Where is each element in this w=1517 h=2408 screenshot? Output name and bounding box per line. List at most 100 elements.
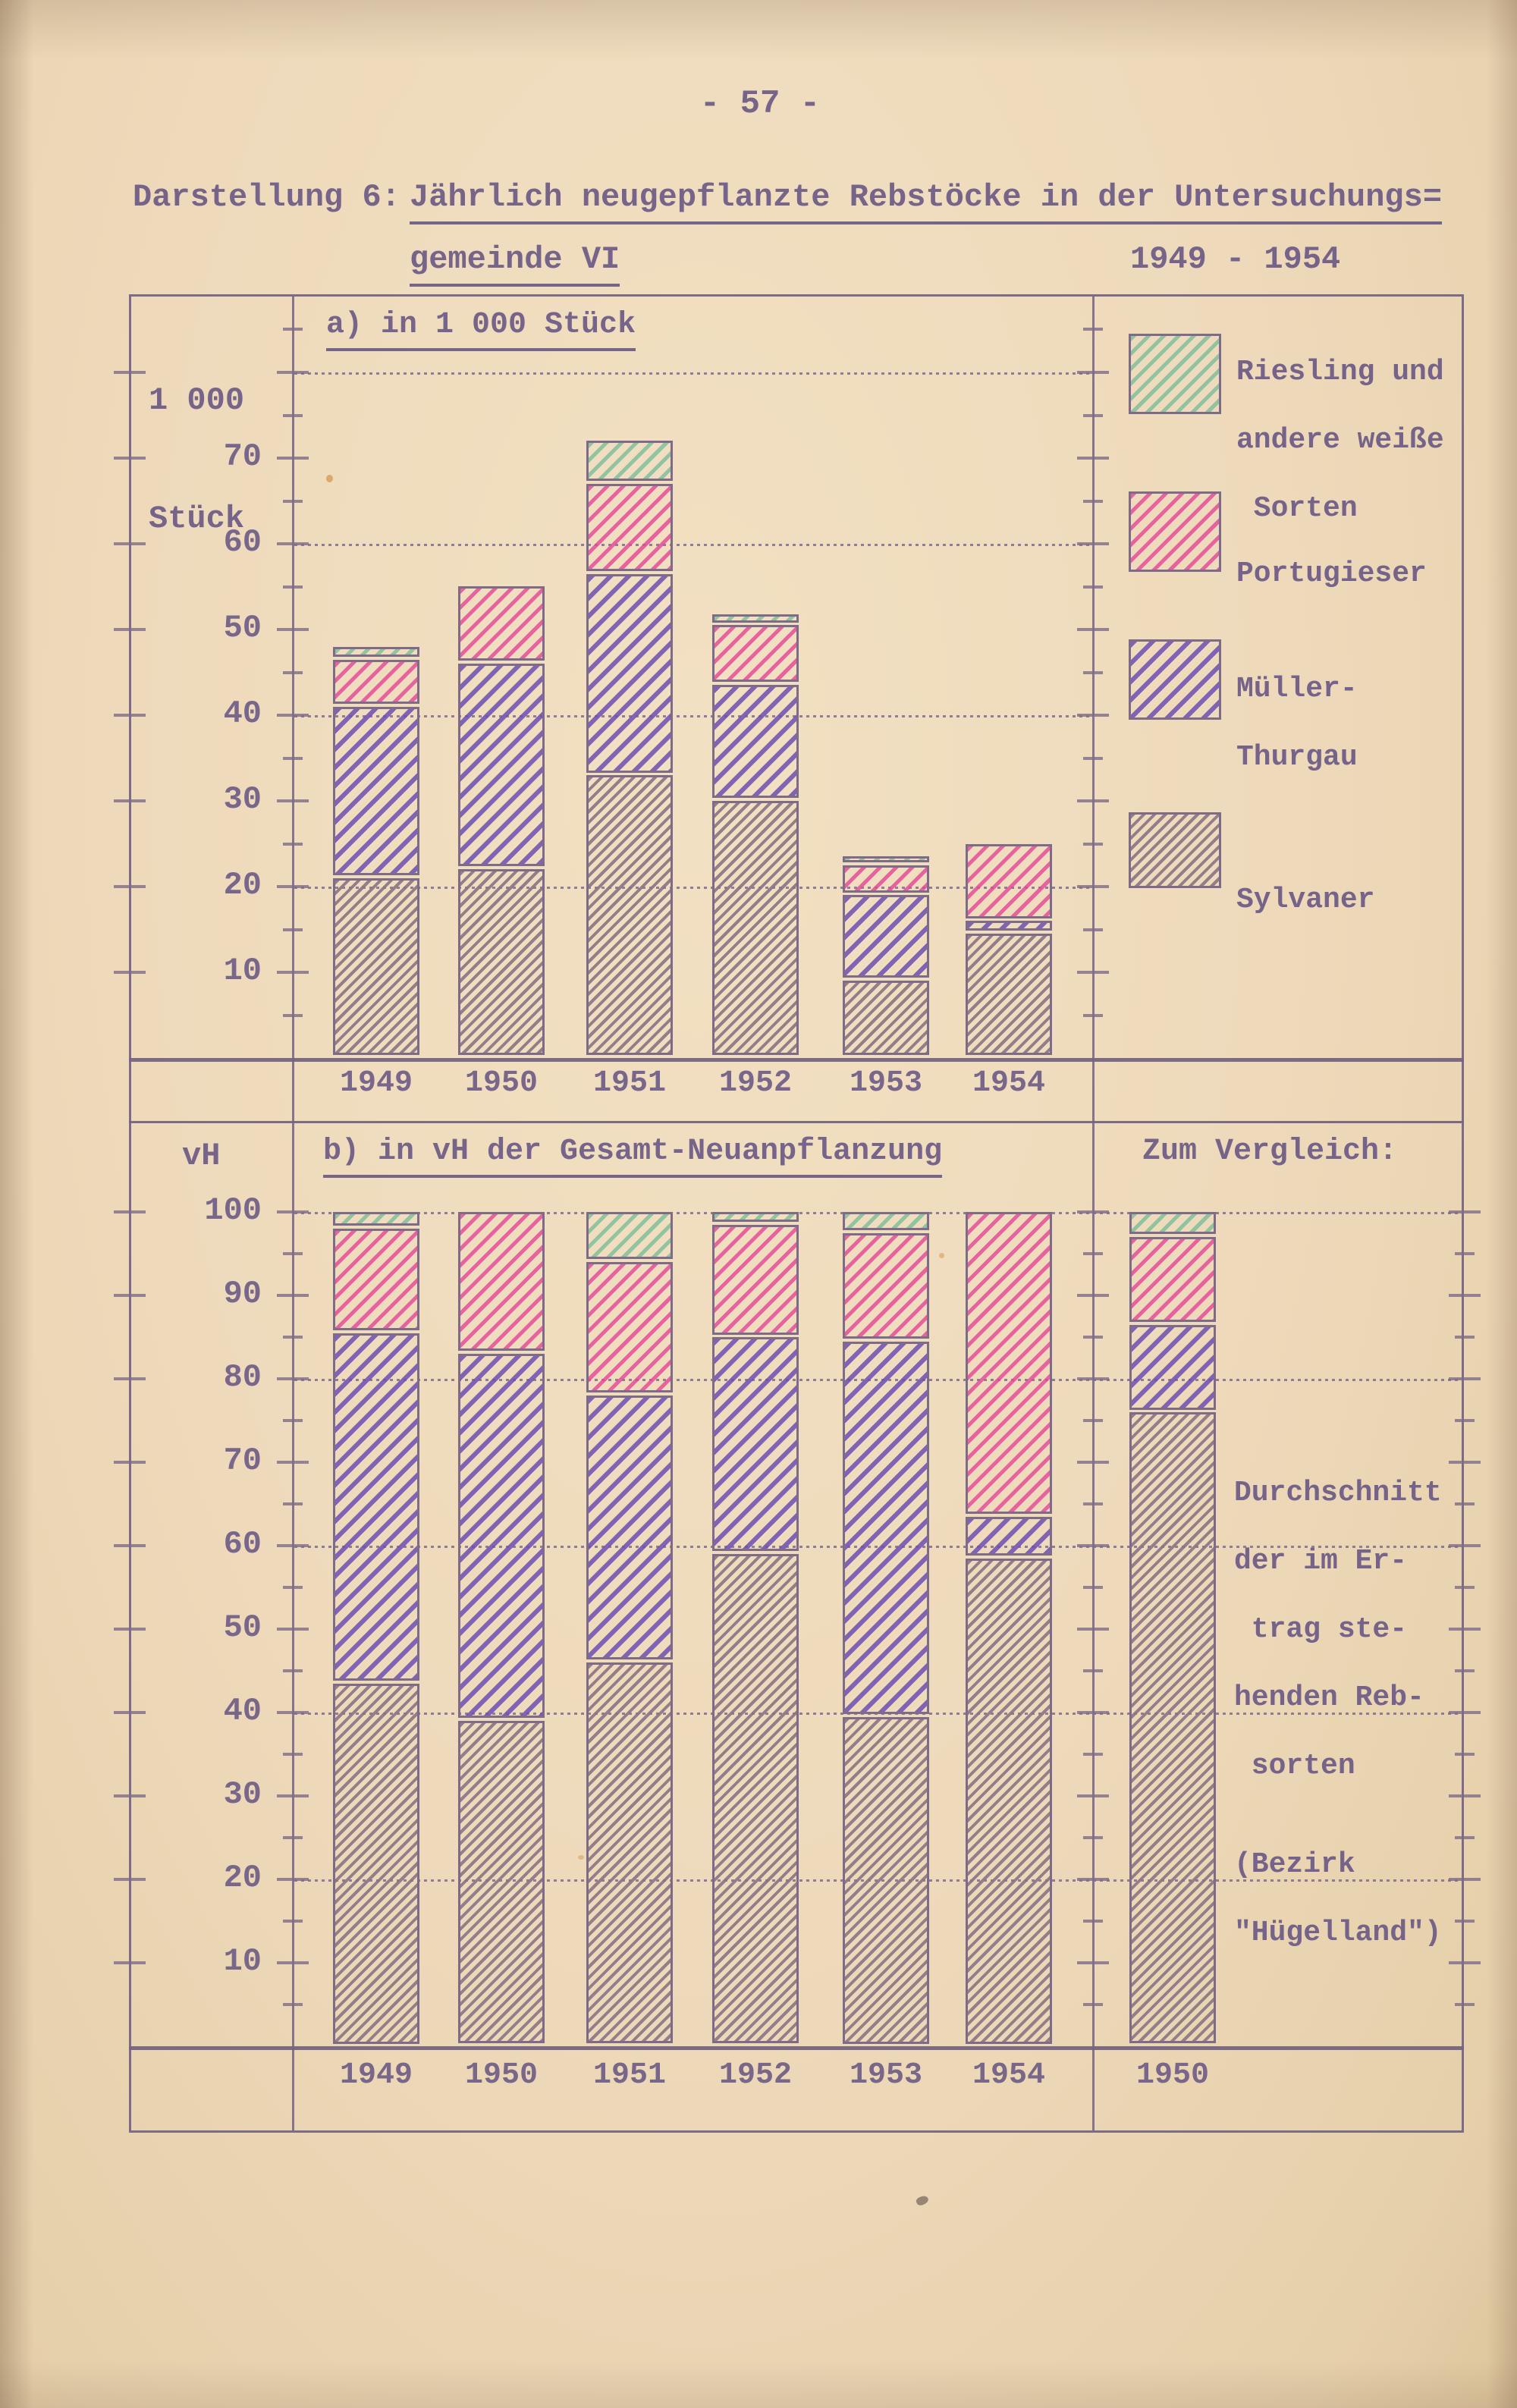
axis-tick bbox=[283, 414, 303, 417]
bar-segment-portugieser bbox=[1129, 1237, 1216, 1322]
axis-tick bbox=[1083, 328, 1103, 331]
x-axis-label: 1952 bbox=[718, 1066, 792, 1100]
x-axis-label: 1954 bbox=[972, 1066, 1045, 1100]
x-axis-label: 1953 bbox=[849, 2058, 922, 2092]
axis-tick bbox=[1455, 2003, 1475, 2006]
axis-tick bbox=[283, 500, 303, 503]
axis-tick bbox=[283, 1586, 303, 1589]
bar-segment-sylvaner bbox=[458, 1721, 545, 2043]
x-axis-label: 1952 bbox=[718, 2058, 792, 2092]
axis-tick bbox=[1449, 1628, 1481, 1631]
axis-tick bbox=[283, 1336, 303, 1339]
axis-tick bbox=[114, 1711, 146, 1714]
axis-tick bbox=[114, 1377, 146, 1380]
axis-tick bbox=[1077, 1377, 1109, 1380]
y-axis-label: 70 bbox=[223, 438, 262, 475]
axis-tick bbox=[114, 1961, 146, 1964]
bar-segment-riesling bbox=[586, 1212, 673, 1259]
axis-tick bbox=[114, 457, 146, 460]
bar-segment-portugieser bbox=[333, 1229, 419, 1330]
axis-tick bbox=[114, 1794, 146, 1797]
axis-tick bbox=[283, 328, 303, 331]
axis-tick bbox=[277, 542, 309, 545]
bar-segment-portugieser bbox=[333, 660, 419, 704]
axis-tick bbox=[1083, 928, 1103, 931]
bar-segment-portugieser bbox=[966, 844, 1052, 918]
legend-label-portugieser: Portugieser bbox=[1236, 557, 1427, 590]
axis-tick bbox=[114, 971, 146, 974]
axis-tick bbox=[1077, 1711, 1109, 1714]
bar-segment-riesling bbox=[333, 1212, 419, 1226]
bar-segment-mueller bbox=[586, 574, 673, 773]
axis-tick bbox=[283, 1836, 303, 1839]
axis-tick bbox=[277, 714, 309, 717]
axis-tick bbox=[1083, 500, 1103, 503]
bar-segment-portugieser bbox=[712, 625, 799, 682]
axis-tick bbox=[1077, 1878, 1109, 1881]
axis-tick bbox=[283, 1252, 303, 1255]
bar-segment-sylvaner bbox=[712, 801, 799, 1055]
y-axis-label: 50 bbox=[223, 610, 262, 646]
bar-segment-sylvaner bbox=[712, 1554, 799, 2043]
x-axis-label: 1950 bbox=[464, 2058, 538, 2092]
ink-smudge bbox=[915, 2194, 930, 2207]
axis-tick bbox=[1083, 2003, 1103, 2006]
bar-segment-sylvaner bbox=[333, 1684, 419, 2044]
chart-b-baseline bbox=[129, 2046, 1464, 2050]
legend-swatch-sylvaner bbox=[1129, 812, 1221, 888]
bar-segment-mueller bbox=[843, 1342, 929, 1714]
bar-segment-mueller bbox=[333, 1333, 419, 1681]
axis-tick bbox=[114, 1210, 146, 1213]
axis-tick bbox=[114, 542, 146, 545]
axis-tick bbox=[1077, 1961, 1109, 1964]
y-axis-label: 30 bbox=[223, 1776, 262, 1813]
axis-tick bbox=[114, 1628, 146, 1631]
axis-tick bbox=[1077, 1544, 1109, 1547]
axis-tick bbox=[1077, 1794, 1109, 1797]
legend-label-riesling: Riesling und andere weiße Sorten bbox=[1236, 356, 1444, 525]
axis-tick bbox=[114, 885, 146, 888]
bar-segment-riesling bbox=[712, 1212, 799, 1222]
axis-tick bbox=[1455, 1502, 1475, 1505]
axis-tick bbox=[277, 1294, 309, 1297]
axis-tick bbox=[1449, 1878, 1481, 1881]
axis-tick bbox=[1455, 1419, 1475, 1422]
y-axis-label: 80 bbox=[223, 1359, 262, 1396]
bar-segment-mueller bbox=[333, 707, 419, 875]
legend-swatch-portugieser bbox=[1129, 491, 1221, 572]
axis-tick bbox=[1455, 1336, 1475, 1339]
axis-tick bbox=[1083, 1252, 1103, 1255]
axis-tick bbox=[1449, 1294, 1481, 1297]
gridline bbox=[294, 715, 1090, 717]
axis-tick bbox=[1455, 1920, 1475, 1923]
axis-tick bbox=[1083, 1836, 1103, 1839]
figure-label: Darstellung 6: bbox=[133, 179, 400, 215]
axis-tick bbox=[114, 714, 146, 717]
bar-segment-sylvaner bbox=[966, 1559, 1052, 2044]
bar-segment-portugieser bbox=[843, 1233, 929, 1339]
axis-tick bbox=[1449, 1961, 1481, 1964]
table-frame bbox=[129, 294, 1464, 2133]
axis-tick bbox=[277, 628, 309, 631]
x-axis-label: 1950 bbox=[1135, 2058, 1209, 2092]
x-axis-label: 1949 bbox=[339, 2058, 413, 2092]
figure-title-line2: gemeinde VI bbox=[410, 241, 620, 287]
chart-a-baseline bbox=[129, 1058, 1464, 1062]
axis-tick bbox=[1449, 1377, 1481, 1380]
chart-b-heading: b) in vH der Gesamt-Neuanpflanzung bbox=[323, 1135, 943, 1178]
bar-segment-sylvaner bbox=[966, 934, 1052, 1055]
axis-tick bbox=[1449, 1544, 1481, 1547]
divider-axis-column bbox=[292, 294, 294, 2133]
bar-segment-mueller bbox=[458, 664, 545, 866]
bar-segment-mueller bbox=[458, 1354, 545, 1718]
bar-segment-sylvaner bbox=[333, 878, 419, 1055]
bar-segment-sylvaner bbox=[843, 1717, 929, 2044]
axis-tick bbox=[283, 843, 303, 846]
axis-tick bbox=[283, 2003, 303, 2006]
axis-tick bbox=[277, 1878, 309, 1881]
bar-segment-portugieser bbox=[966, 1212, 1052, 1514]
axis-tick bbox=[1077, 799, 1109, 802]
axis-tick bbox=[1083, 1920, 1103, 1923]
bar-segment-riesling bbox=[712, 614, 799, 623]
